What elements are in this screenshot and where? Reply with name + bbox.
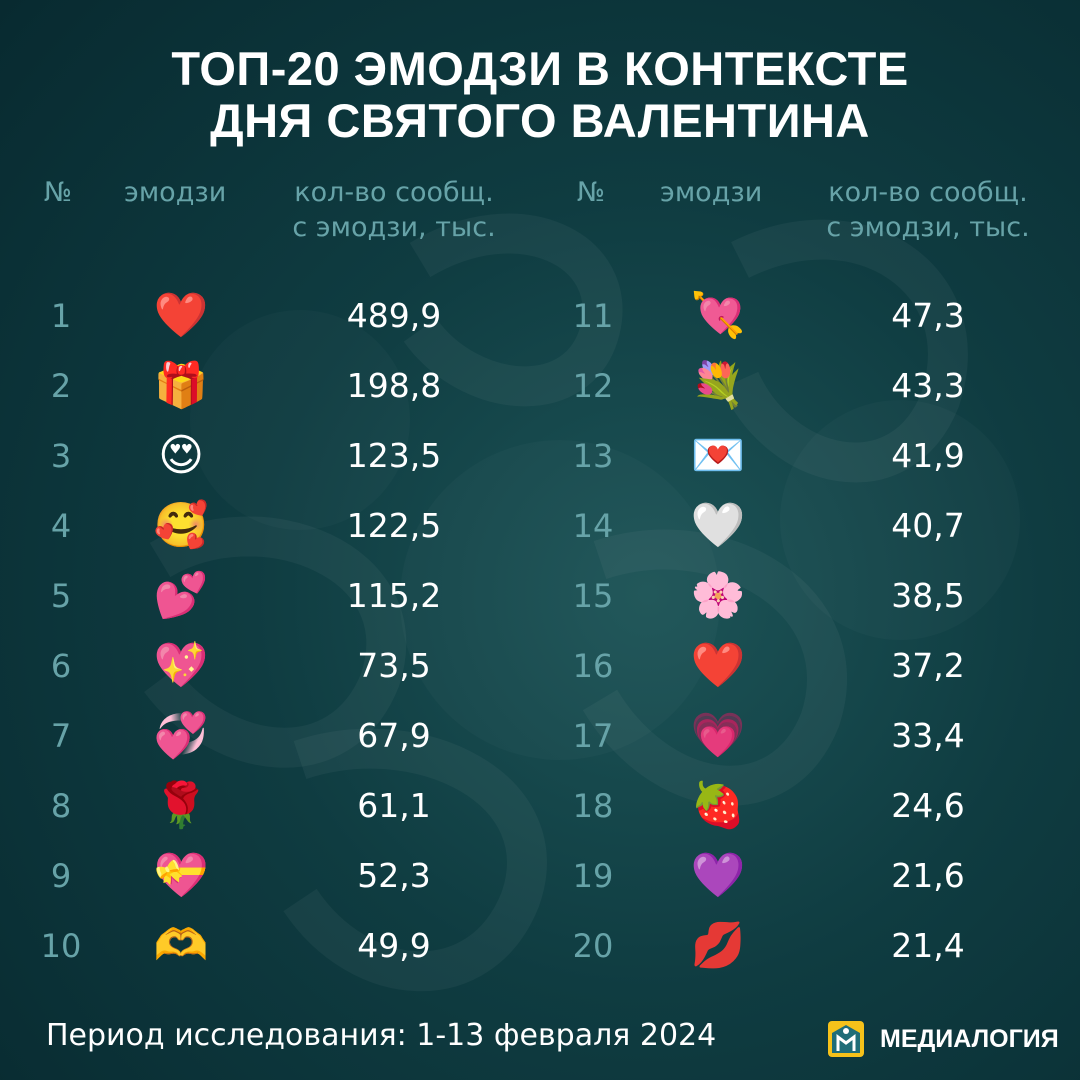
emoji-cell: 🥰 <box>153 500 209 551</box>
emoji-cell: 🎁 <box>153 360 209 411</box>
header-emoji-right: эмодзи <box>660 177 763 208</box>
value-cell: 21,4 <box>891 926 965 965</box>
value-cell: 43,3 <box>891 366 965 405</box>
emoji-cell: 🌹 <box>153 780 209 831</box>
value-cell: 52,3 <box>357 856 431 895</box>
rank-cell: 15 <box>572 577 614 615</box>
value-cell: 47,3 <box>891 296 965 335</box>
value-cell: 33,4 <box>891 716 965 755</box>
emoji-cell: 🤍 <box>690 500 746 551</box>
emoji-cell: 💐 <box>690 360 746 411</box>
rank-cell: 13 <box>572 437 614 475</box>
emoji-cell: 💘 <box>690 290 746 341</box>
value-cell: 123,5 <box>346 436 442 475</box>
rank-cell: 12 <box>572 367 614 405</box>
rank-cell: 6 <box>50 647 72 685</box>
rank-cell: 5 <box>50 577 72 615</box>
emoji-cell: 💕 <box>153 570 209 621</box>
value-cell: 24,6 <box>891 786 965 825</box>
study-period: Период исследования: 1-13 февраля 2024 <box>46 1018 717 1053</box>
rank-cell: 17 <box>572 717 614 755</box>
chart-title-line2: ДНЯ СВЯТОГО ВАЛЕНТИНА <box>210 94 870 147</box>
brand-name: МЕДИАЛОГИЯ <box>880 1025 1059 1053</box>
value-cell: 38,5 <box>891 576 965 615</box>
header-count-right-line1: кол-во сообщ. <box>828 177 1028 208</box>
rank-cell: 20 <box>572 927 614 965</box>
emoji-cell: 💞 <box>153 710 209 761</box>
emoji-cell: 😍 <box>158 430 204 481</box>
chart-title-line1: ТОП-20 ЭМОДЗИ В КОНТЕКСТЕ <box>171 42 909 95</box>
value-cell: 40,7 <box>891 506 965 545</box>
emoji-cell: 🌸 <box>690 570 746 621</box>
value-cell: 67,9 <box>357 716 431 755</box>
emoji-cell: 💜 <box>690 850 746 901</box>
value-cell: 489,9 <box>346 296 442 335</box>
emoji-cell: 💋 <box>690 920 746 971</box>
header-count-left-line2: с эмодзи, тыс. <box>292 212 496 243</box>
rank-cell: 2 <box>50 367 72 405</box>
emoji-cell: 💖 <box>153 640 209 691</box>
rank-cell: 9 <box>50 857 72 895</box>
medialogia-logo-icon <box>828 1021 864 1057</box>
header-count-left-line1: кол-во сообщ. <box>294 177 494 208</box>
emoji-cell: ❤️ <box>153 290 209 341</box>
value-cell: 198,8 <box>346 366 442 405</box>
value-cell: 21,6 <box>891 856 965 895</box>
value-cell: 49,9 <box>357 926 431 965</box>
rank-cell: 7 <box>50 717 72 755</box>
rank-cell: 14 <box>572 507 614 545</box>
value-cell: 115,2 <box>346 576 442 615</box>
emoji-cell: 💌 <box>690 430 746 481</box>
header-emoji-left: эмодзи <box>124 177 227 208</box>
rank-cell: 10 <box>40 927 82 965</box>
value-cell: 61,1 <box>357 786 431 825</box>
rank-cell: 3 <box>50 437 72 475</box>
rank-cell: 19 <box>572 857 614 895</box>
value-cell: 122,5 <box>346 506 442 545</box>
value-cell: 37,2 <box>891 646 965 685</box>
emoji-cell: 💗 <box>690 710 746 761</box>
emoji-cell: 🍓 <box>690 780 746 831</box>
header-rank-left: № <box>44 177 73 208</box>
rank-cell: 18 <box>572 787 614 825</box>
rank-cell: 1 <box>50 297 72 335</box>
rank-cell: 16 <box>572 647 614 685</box>
value-cell: 41,9 <box>891 436 965 475</box>
emoji-cell: 🫶 <box>153 920 209 971</box>
rank-cell: 11 <box>572 297 614 335</box>
rank-cell: 4 <box>50 507 72 545</box>
value-cell: 73,5 <box>357 646 431 685</box>
header-count-right-line2: с эмодзи, тыс. <box>826 212 1030 243</box>
emoji-cell: 💝 <box>153 850 209 901</box>
emoji-cell: ❤️ <box>690 640 746 691</box>
rank-cell: 8 <box>50 787 72 825</box>
header-rank-right: № <box>577 177 606 208</box>
